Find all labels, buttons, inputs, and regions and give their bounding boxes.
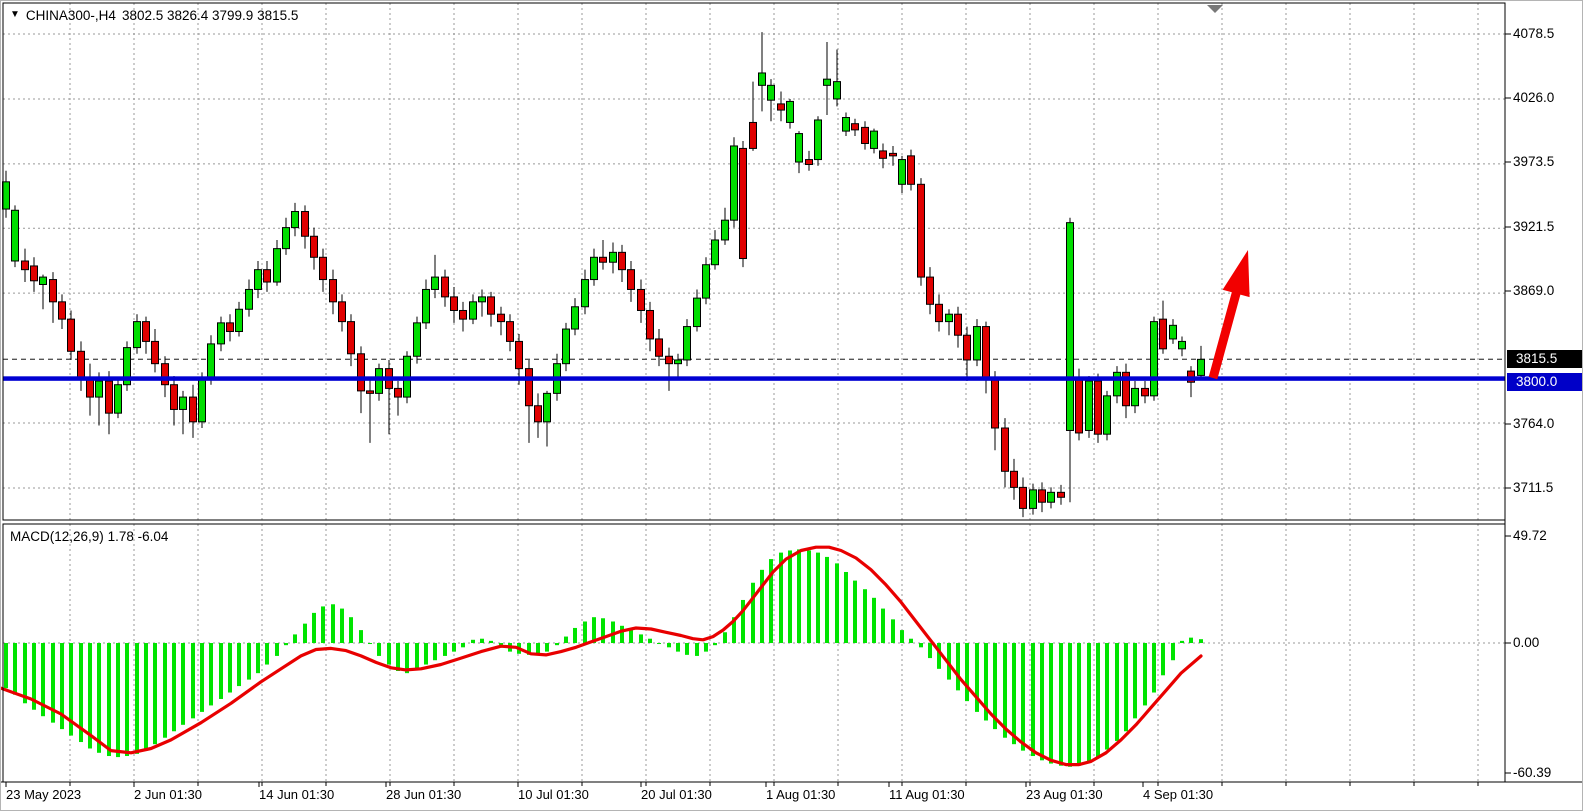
time-axis-label: 2 Jun 01:30 [134,787,202,802]
time-axis-label: 10 Jul 01:30 [518,787,589,802]
price-axis-label: 4078.5 [1513,26,1555,41]
macd-label: MACD(12,26,9) [10,529,104,544]
symbol-period-label: CHINA300-,H4 [25,8,116,23]
chart-header: ▼ CHINA300-,H4 3802.5 3826.4 3799.9 3815… [10,8,298,23]
macd-values: 1.78 -6.04 [107,529,169,544]
price-axis-label: 3869.0 [1513,283,1555,298]
ohlc-values: 3802.5 3826.4 3799.9 3815.5 [121,8,299,23]
macd-axis-label: 0.00 [1513,635,1540,650]
price-axis-label: 3711.5 [1513,480,1554,495]
price-axis-label: 3973.5 [1513,154,1555,169]
macd-axis-label: 49.72 [1513,528,1547,543]
time-axis-label: 28 Jun 01:30 [386,787,462,802]
price-axis-label: 3764.0 [1513,416,1555,431]
time-axis-label: 4 Sep 01:30 [1143,787,1214,802]
time-axis-label: 1 Aug 01:30 [766,787,836,802]
time-axis-label: 11 Aug 01:30 [889,787,965,802]
dropdown-triangle-icon[interactable]: ▼ [10,9,20,20]
time-axis-label: 20 Jul 01:30 [641,787,712,802]
up-arrow-annotation[interactable] [1208,250,1250,380]
candles [2,32,1205,518]
panel-borders [1,2,1582,783]
price-axis-label: 3921.5 [1513,219,1555,234]
macd-axis-label: -60.39 [1513,765,1552,780]
axis-ticks [5,33,1511,787]
level-price-box: 3800.0 [1507,373,1582,391]
macd-header: MACD(12,26,9) 1.78 -6.04 [10,529,168,544]
macd-histogram [4,549,1203,767]
time-axis-label: 23 Aug 01:30 [1026,787,1103,802]
current-price-box: 3815.5 [1507,350,1582,368]
price-axis-label: 4026.0 [1513,90,1555,105]
time-axis-label: 14 Jun 01:30 [259,787,335,802]
macd-signal-line [1,545,1203,767]
time-axis-label: 23 May 2023 [6,787,82,802]
support-level-line[interactable] [3,376,1505,381]
chart-shift-marker-icon[interactable] [1207,5,1223,13]
